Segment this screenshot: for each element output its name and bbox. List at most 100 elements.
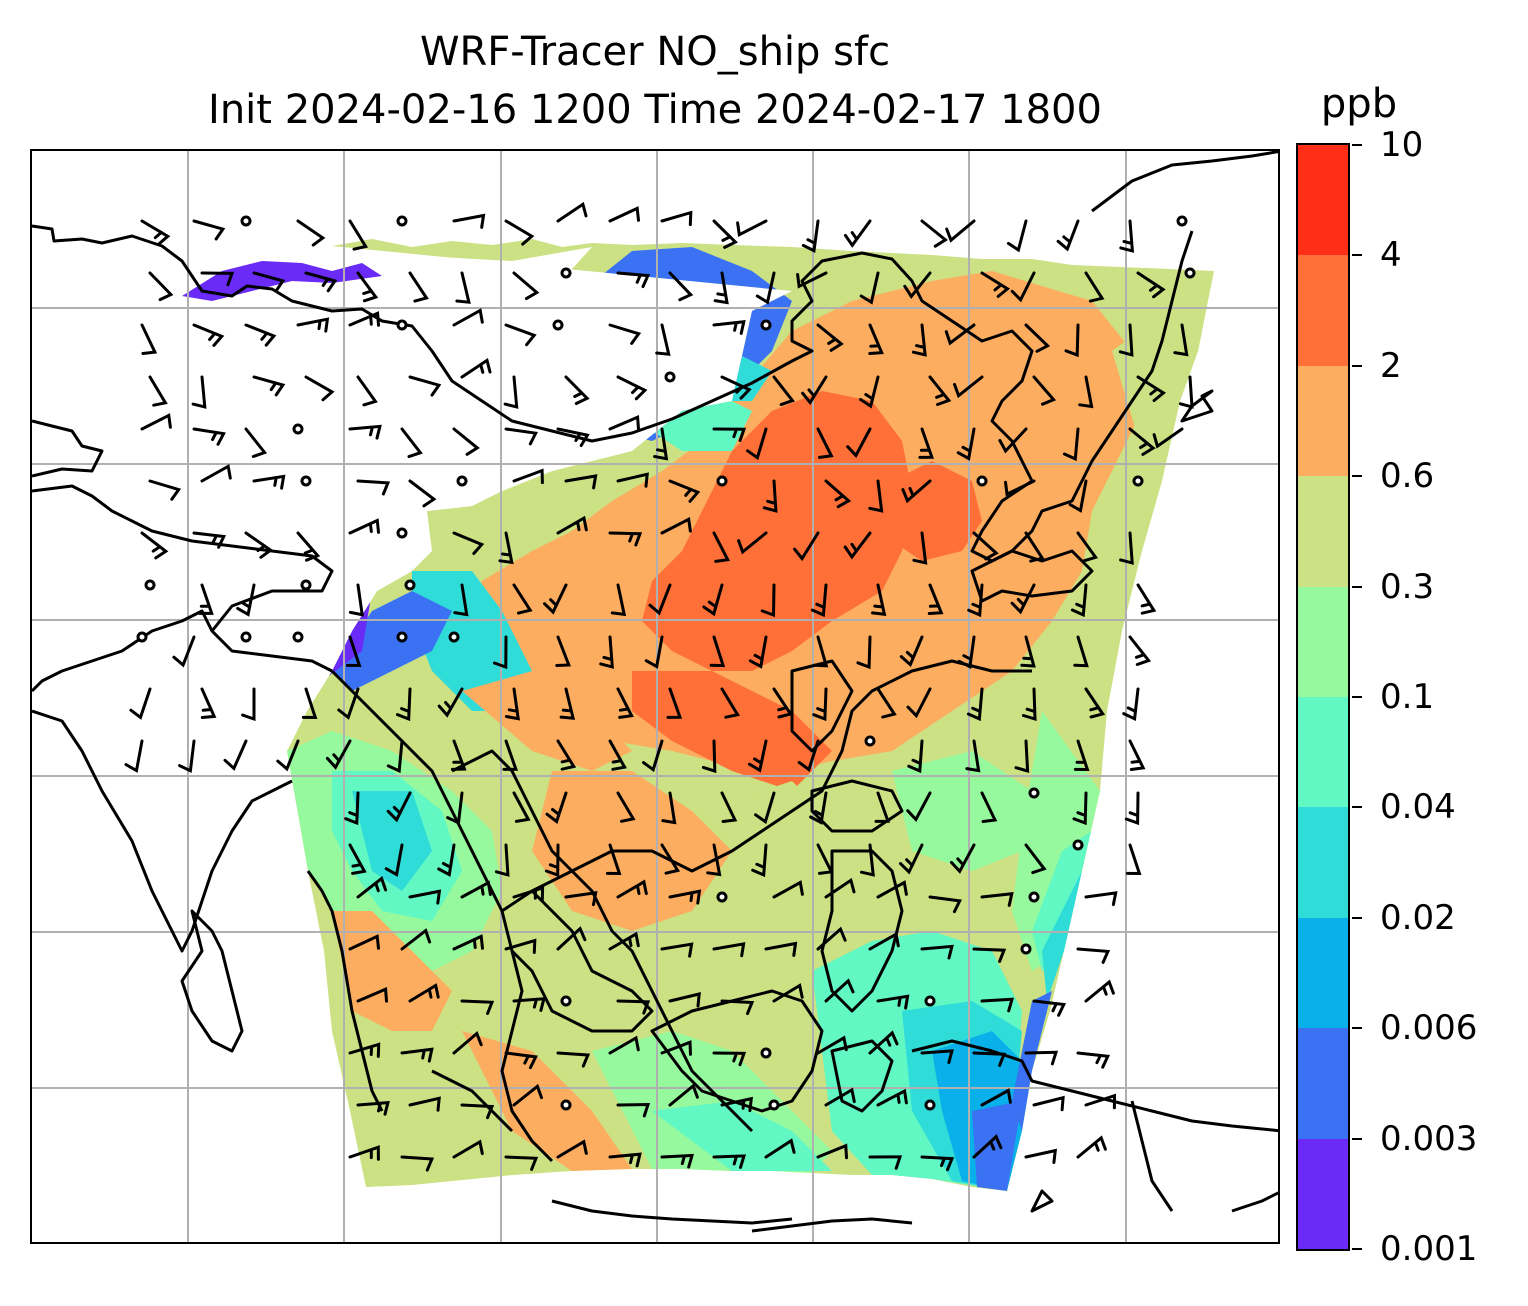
wind-barb [608, 931, 640, 951]
colorbar-tick [1352, 364, 1362, 367]
wind-barb [653, 427, 669, 461]
colorbar-tick [1352, 475, 1362, 478]
colorbar-segment [1298, 806, 1348, 918]
wind-barb [504, 1051, 538, 1070]
wind-barb [660, 210, 693, 227]
wind-barb [660, 517, 692, 535]
wind-barb [1004, 479, 1036, 497]
wind-barb [512, 468, 544, 485]
wind-barb [920, 219, 948, 248]
wind-barb [348, 219, 369, 251]
calm-wind-circle [560, 1099, 572, 1111]
wind-barb [903, 271, 932, 299]
wind-barb [660, 1153, 695, 1169]
wind-barb [605, 843, 622, 876]
colorbar-tick [1352, 1027, 1362, 1030]
wind-barb [616, 791, 636, 823]
wind-barb [868, 1030, 899, 1055]
wind-barb [748, 739, 768, 773]
colorbar-segment [1298, 1138, 1348, 1249]
wind-barb [1068, 479, 1088, 513]
wind-barb [748, 635, 768, 669]
wind-barb [503, 375, 519, 409]
wind-barb [148, 479, 182, 501]
wind-barb [452, 1139, 484, 1159]
colorbar-tick [1352, 696, 1362, 698]
wind-barb [140, 219, 171, 246]
wind-barb [1024, 1148, 1058, 1164]
wind-barb [953, 375, 984, 399]
wind-barb [871, 583, 887, 617]
wind-barb [706, 843, 722, 877]
wind-barb [810, 583, 828, 618]
wind-barb [928, 375, 952, 406]
wind-barb [751, 843, 768, 878]
calm-wind-circle [396, 319, 408, 331]
map-title-line2: Init 2024-02-16 1200 Time 2024-02-17 180… [208, 87, 1102, 133]
calm-wind-circle [924, 1099, 936, 1111]
wind-barb [296, 531, 321, 562]
wind-barb [608, 1152, 642, 1168]
wind-barb [666, 687, 683, 719]
wind-barb [616, 687, 634, 719]
colorbar-tick-label: 0.02 [1380, 897, 1456, 938]
wind-barb [494, 843, 510, 877]
wind-barb [460, 357, 492, 379]
colorbar-segment [1298, 365, 1348, 477]
colorbar-tick-label: 0.001 [1380, 1229, 1478, 1269]
wind-barb [899, 635, 924, 668]
colorbar-tick-label: 2 [1380, 345, 1402, 386]
wind-barb [796, 271, 828, 289]
wind-barb [192, 531, 227, 549]
wind-barb [668, 1083, 699, 1107]
wind-barb [616, 1102, 651, 1118]
calm-wind-circle [292, 423, 304, 435]
wind-barb [384, 843, 404, 877]
wind-barb [446, 791, 464, 826]
wind-barb [720, 375, 752, 400]
wind-barb [712, 531, 730, 563]
wind-barb [1032, 1095, 1065, 1112]
wind-barb [344, 791, 360, 826]
colorbar-segment [1298, 1027, 1348, 1139]
wind-barb [304, 375, 335, 402]
calm-wind-circle [300, 579, 312, 591]
wind-barb [1084, 1093, 1117, 1110]
calm-wind-circle [292, 631, 304, 643]
wind-barb [950, 843, 976, 874]
wind-barb [702, 583, 724, 617]
wind-barb [644, 635, 664, 669]
calm-wind-circle [456, 475, 468, 487]
wind-barb [178, 739, 196, 774]
wind-barb [907, 739, 924, 774]
wind-barb [945, 219, 976, 243]
wind-barb [1178, 375, 1194, 409]
wind-barb [762, 479, 778, 513]
wind-barb [556, 1051, 591, 1068]
calm-wind-circle [448, 631, 460, 643]
wind-barb [348, 934, 380, 951]
calm-wind-circle [716, 891, 728, 903]
wind-barb [400, 1047, 434, 1063]
colorbar-tick-label: 0.3 [1380, 566, 1435, 607]
wind-barb [668, 479, 701, 503]
wind-barb [504, 323, 537, 347]
calm-wind-circle [240, 215, 252, 227]
wind-barb [545, 791, 568, 824]
colorbar-tick [1352, 916, 1362, 919]
wind-barb [736, 219, 768, 237]
wind-barb [396, 687, 412, 722]
wind-barb [348, 424, 382, 440]
wind-barb [450, 739, 467, 771]
wind-barb [816, 843, 834, 875]
wind-barb [400, 928, 432, 951]
colorbar-tick-label: 0.1 [1380, 677, 1435, 717]
wind-barb [192, 219, 226, 241]
colorbar-tick-label: 0.04 [1380, 787, 1456, 828]
calm-wind-circle [768, 1099, 780, 1111]
wind-barb [348, 311, 380, 327]
colorbar-tick [1352, 585, 1362, 588]
wind-barb [124, 739, 144, 773]
wind-barb [148, 271, 174, 302]
wind-barb [1010, 271, 1036, 303]
